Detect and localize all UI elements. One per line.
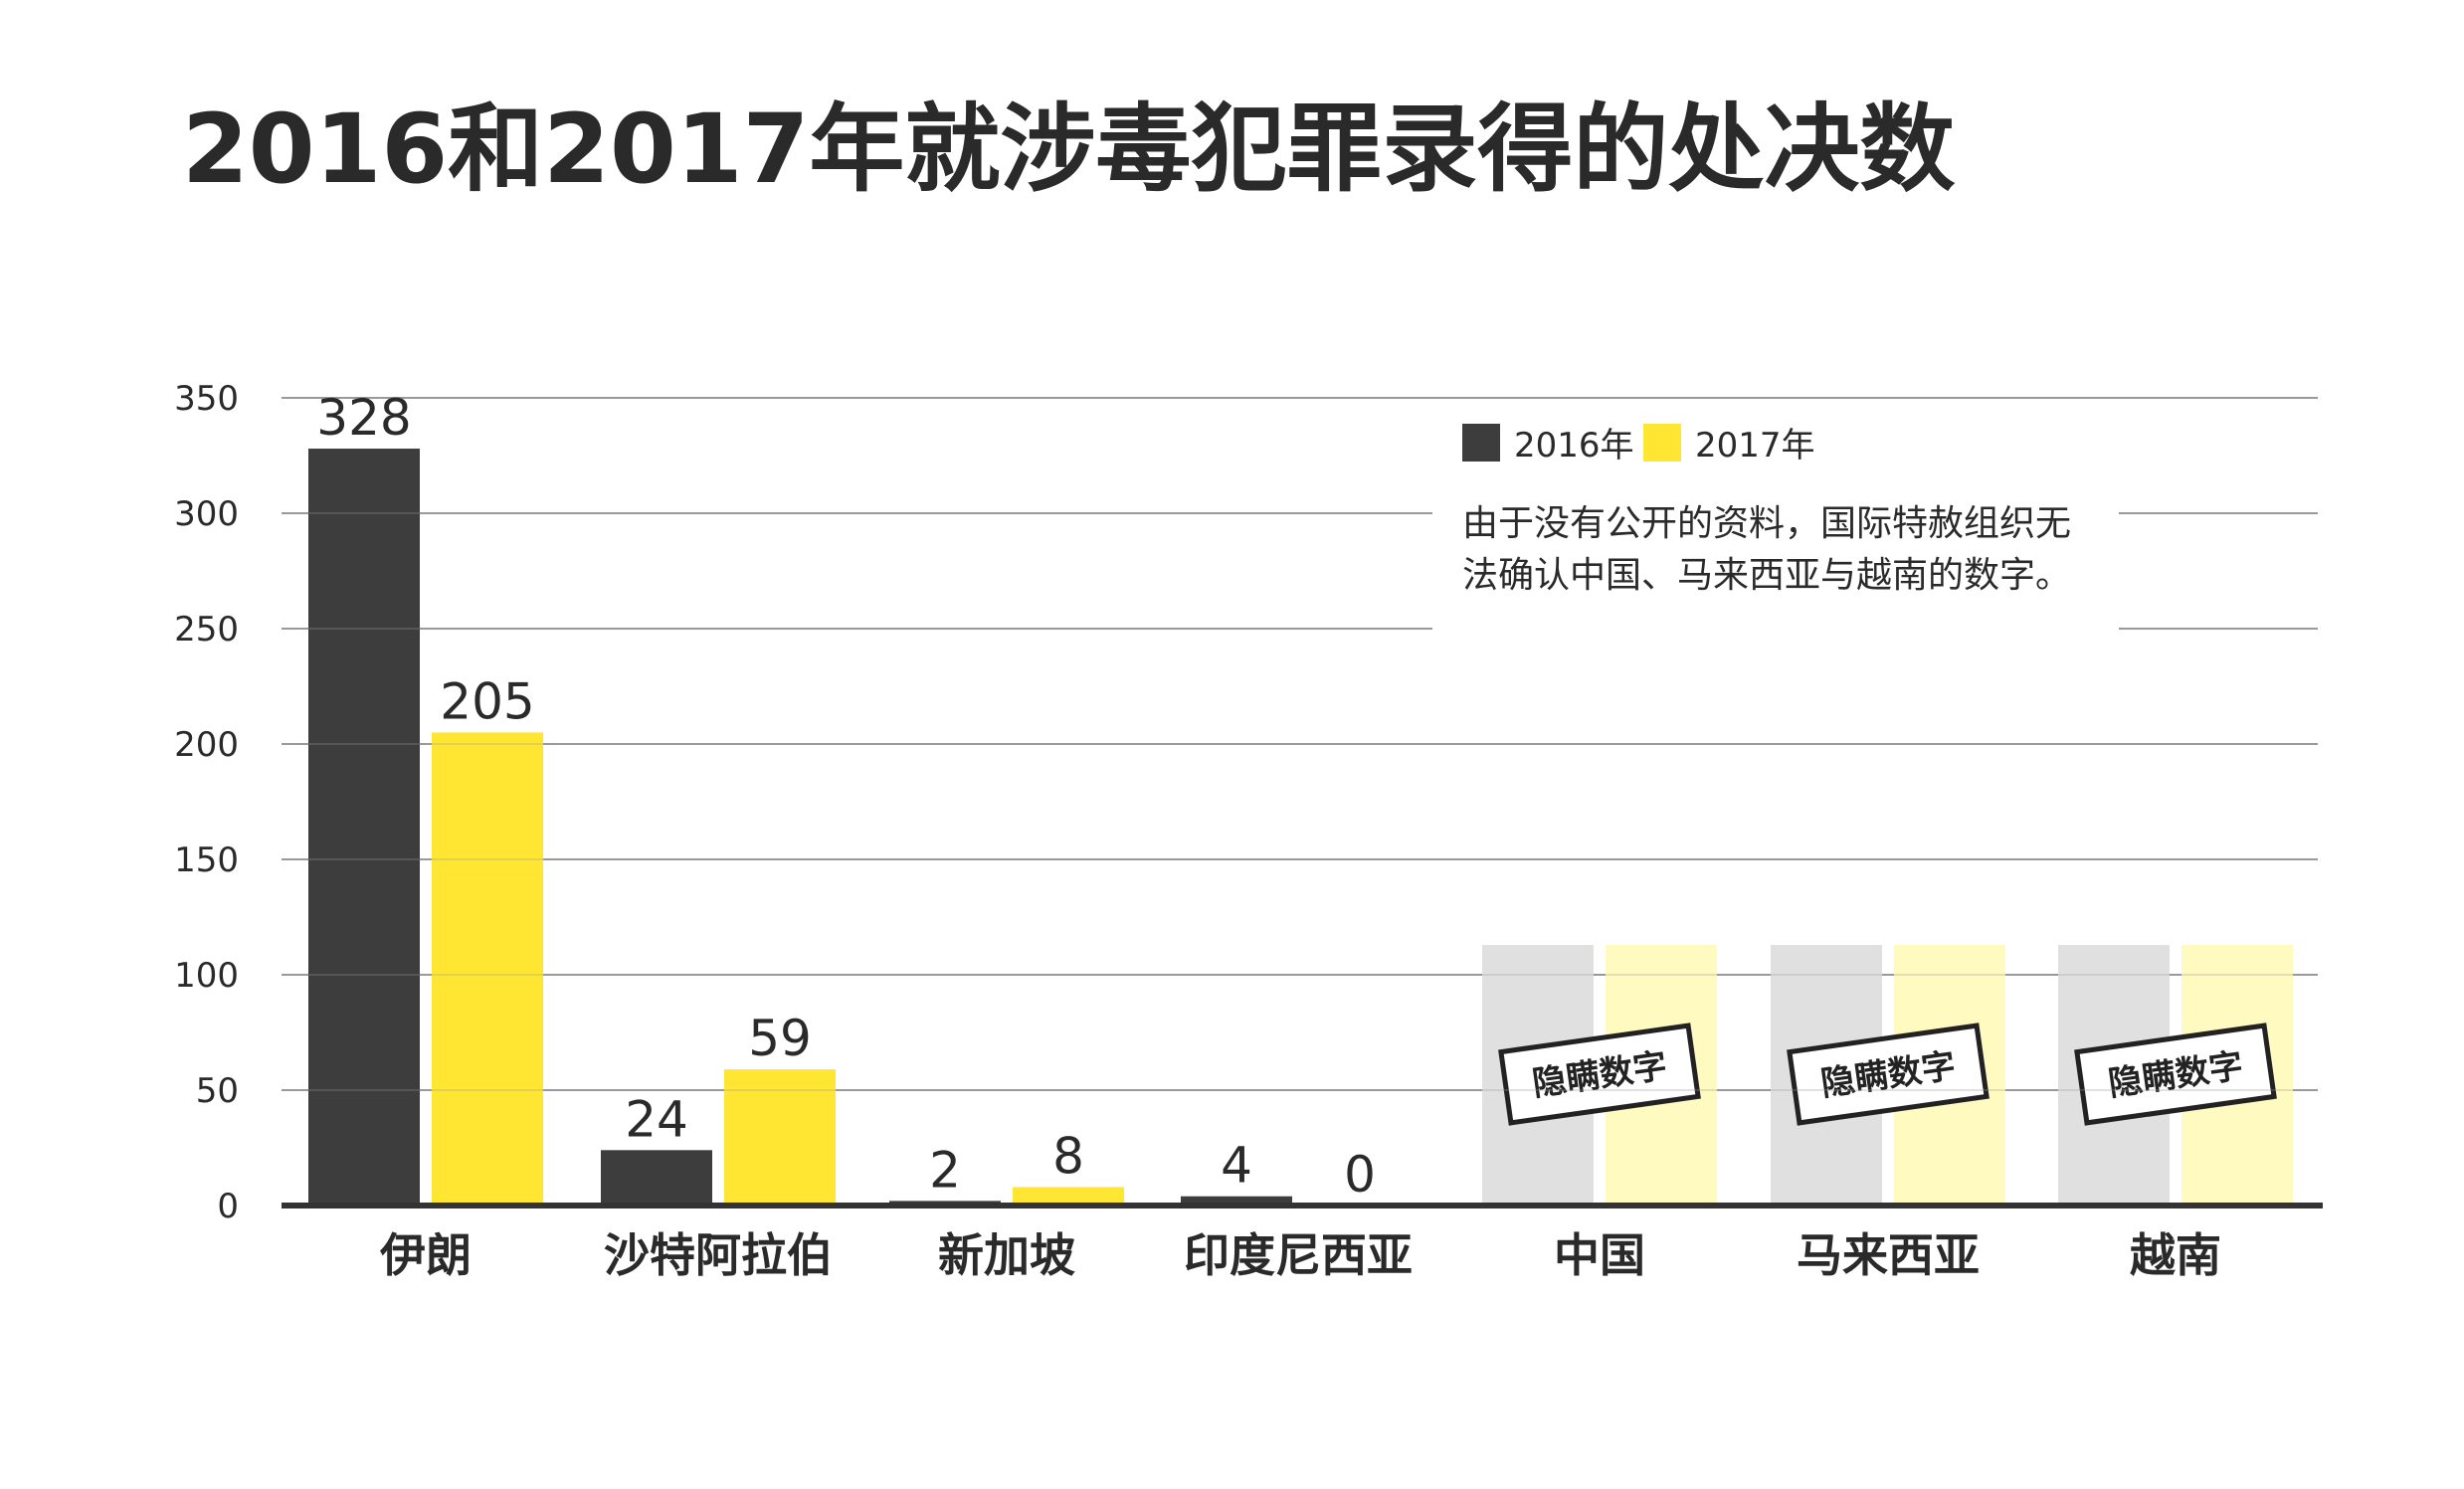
legend-swatch bbox=[1462, 424, 1500, 462]
bars bbox=[282, 397, 2318, 1206]
stamp-box bbox=[1787, 1023, 1990, 1126]
y-tick-label: 150 bbox=[174, 840, 239, 880]
note-line: 由于没有公开的资料，国际特赦组织无 bbox=[1462, 503, 2071, 544]
x-category-label: 印度尼西亚 bbox=[1184, 1228, 1413, 1282]
stamp-box bbox=[1498, 1023, 1701, 1126]
data-label: 8 bbox=[1052, 1127, 1084, 1185]
bar-印度尼西亚-2016年 bbox=[1181, 1196, 1292, 1206]
y-tick-label: 50 bbox=[196, 1071, 239, 1111]
data-label: 59 bbox=[748, 1010, 812, 1067]
bar-伊朗-2016年 bbox=[308, 449, 420, 1206]
legend-label: 2017年 bbox=[1695, 426, 1815, 465]
data-label: 328 bbox=[316, 389, 411, 447]
x-category-label: 马来西亚 bbox=[1797, 1228, 1980, 1282]
data-label: 2 bbox=[929, 1141, 961, 1199]
hidden-figures-stamp: 隐瞒数字 bbox=[1498, 1023, 1701, 1126]
bar-沙特阿拉伯-2016年 bbox=[601, 1150, 712, 1206]
legend-label: 2016年 bbox=[1514, 426, 1634, 465]
legend: 2016年 2017年 bbox=[1432, 413, 2119, 642]
bar-新加坡-2017年 bbox=[1013, 1187, 1124, 1206]
bar-伊朗-2017年 bbox=[432, 732, 543, 1206]
stamp-box bbox=[2074, 1023, 2277, 1126]
hidden-figures-stamp: 隐瞒数字 bbox=[2074, 1023, 2277, 1126]
x-category-label: 沙特阿拉伯 bbox=[604, 1228, 833, 1282]
x-category-label: 越南 bbox=[2130, 1228, 2221, 1282]
hidden-figures: 隐瞒数字 隐瞒数字 隐瞒数字 bbox=[1482, 945, 2293, 1206]
data-label: 4 bbox=[1221, 1137, 1252, 1195]
x-category-label: 新加坡 bbox=[938, 1228, 1075, 1282]
bar-沙特阿拉伯-2017年 bbox=[724, 1069, 836, 1206]
hidden-figures-stamp: 隐瞒数字 bbox=[1787, 1023, 1990, 1126]
data-label: 0 bbox=[1344, 1146, 1376, 1204]
data-label: 205 bbox=[440, 672, 534, 730]
y-tick-label: 300 bbox=[174, 494, 239, 534]
legend-panel bbox=[1432, 413, 2119, 642]
note-line: 法确认中国、马来西亚与越南的数字。 bbox=[1462, 555, 2071, 596]
legend-swatch bbox=[1643, 424, 1681, 462]
y-tick-label: 0 bbox=[217, 1187, 239, 1226]
y-tick-label: 250 bbox=[174, 610, 239, 650]
y-tick-label: 100 bbox=[174, 956, 239, 996]
y-tick-label: 350 bbox=[174, 379, 239, 419]
x-category-label: 伊朗 bbox=[379, 1228, 472, 1282]
x-category-label: 中国 bbox=[1554, 1228, 1645, 1282]
x-axis: 伊朗 沙特阿拉伯 新加坡 印度尼西亚 中国 马来西亚 越南 bbox=[282, 1203, 2323, 1282]
chart-title: 2016和2017年就涉毒犯罪录得的处决数 bbox=[182, 93, 1956, 205]
data-label: 24 bbox=[625, 1090, 688, 1148]
y-tick-label: 200 bbox=[174, 725, 239, 765]
y-axis: 0 50 100 150 200 250 300 350 bbox=[174, 379, 239, 1226]
